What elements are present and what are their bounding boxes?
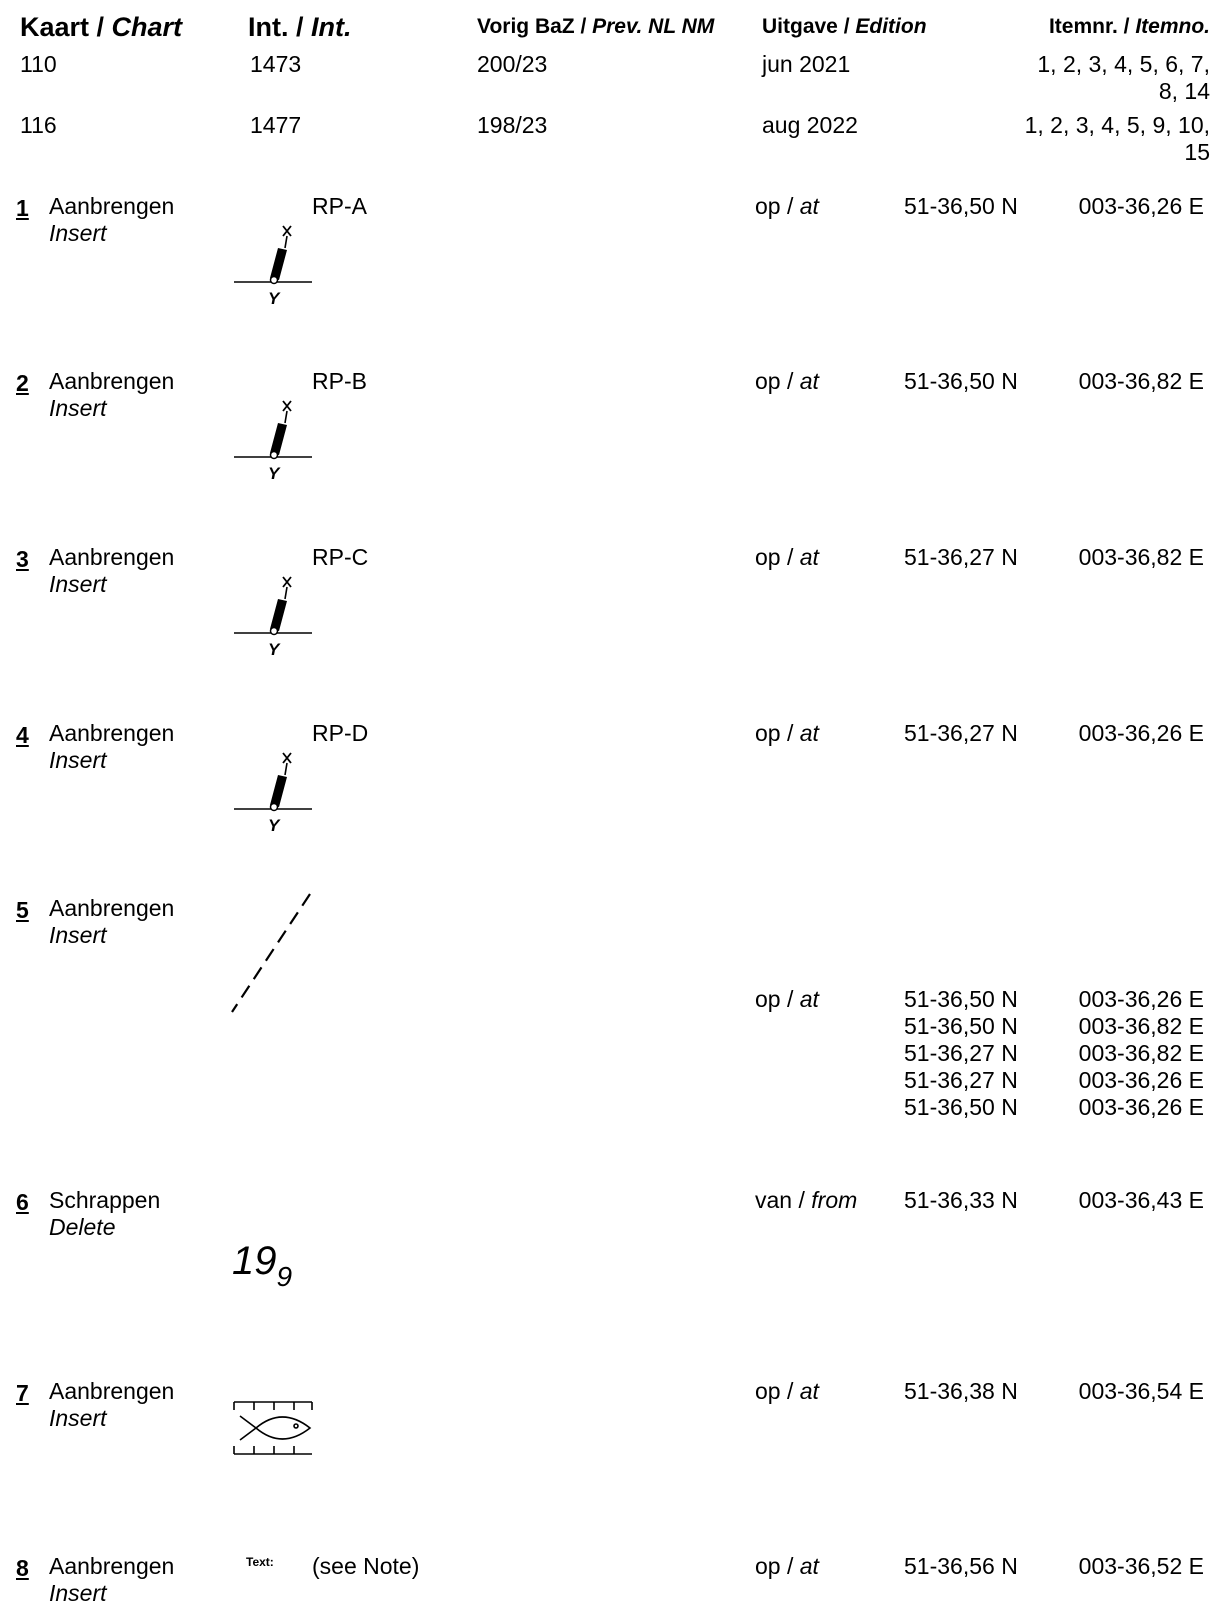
int-number: 1477 bbox=[250, 112, 302, 138]
svg-text:Y: Y bbox=[268, 816, 281, 835]
longitude: 003-36,26 E bbox=[1078, 193, 1204, 219]
header-prev-nm: Vorig BaZ / Prev. NL NM bbox=[477, 15, 715, 38]
object-label: RP-C bbox=[312, 544, 369, 570]
item-number: 6 bbox=[16, 1189, 29, 1215]
header-itemno: Itemnr. / Itemno. bbox=[1048, 15, 1210, 38]
header-edition: Uitgave / Edition bbox=[762, 15, 927, 38]
position-prefix: op / at bbox=[755, 1378, 819, 1404]
svg-text:Y: Y bbox=[268, 289, 281, 308]
header-int: Int. / Int. bbox=[248, 12, 352, 42]
item-action: Aanbrengen Insert bbox=[49, 368, 175, 421]
item-action: Aanbrengen Insert bbox=[49, 1553, 175, 1606]
buoy-icon: Y bbox=[234, 400, 312, 483]
svg-text:Y: Y bbox=[268, 640, 281, 659]
item-number: 1 bbox=[16, 195, 29, 221]
buoy-icon: Y bbox=[234, 576, 312, 659]
item-number: 4 bbox=[16, 722, 29, 748]
edition: aug 2022 bbox=[762, 112, 858, 138]
position-prefix: op / at bbox=[755, 720, 819, 746]
position-prefix: op / at bbox=[755, 544, 819, 570]
latitude: 51-36,50 N bbox=[904, 193, 1018, 219]
item-number: 7 bbox=[16, 1380, 29, 1406]
item-number: 2 bbox=[16, 370, 29, 396]
item-action: Aanbrengen Insert bbox=[49, 720, 175, 773]
item-action: Aanbrengen Insert bbox=[49, 895, 175, 948]
longitude: 003-36,52 E bbox=[1078, 1553, 1204, 1579]
int-number: 1473 bbox=[250, 51, 302, 77]
longitude: 003-36,43 E bbox=[1078, 1187, 1204, 1213]
item-numbers: 1, 2, 3, 4, 5, 6, 7, 8, 14 bbox=[1037, 51, 1210, 104]
buoy-icon: Y bbox=[234, 225, 312, 308]
latitude: 51-36,27 N bbox=[904, 720, 1018, 746]
item-numbers: 1, 2, 3, 4, 5, 9, 10, 15 bbox=[1024, 112, 1210, 165]
item-number: 8 bbox=[16, 1555, 29, 1581]
position-prefix: op / at bbox=[755, 193, 819, 219]
prev-nm: 200/23 bbox=[477, 51, 548, 77]
position-prefix: op / at bbox=[755, 1553, 819, 1579]
latitude: 51-36,50 N bbox=[904, 368, 1018, 394]
item-action: Aanbrengen Insert bbox=[49, 1378, 175, 1431]
object-label: (see Note) bbox=[312, 1553, 420, 1579]
chart-number: 110 bbox=[20, 51, 57, 77]
dashed-line-icon bbox=[231, 893, 311, 1013]
object-label: RP-D bbox=[312, 720, 369, 746]
chart-number: 116 bbox=[20, 112, 57, 138]
item-action: Aanbrengen Insert bbox=[49, 193, 175, 246]
object-label: RP-B bbox=[312, 368, 367, 394]
longitude: 003-36,82 E bbox=[1078, 368, 1204, 394]
latitude: 51-36,33 N bbox=[904, 1187, 1018, 1213]
item-number: 5 bbox=[16, 897, 29, 923]
fish-haven-icon bbox=[233, 1401, 313, 1455]
svg-text:Y: Y bbox=[268, 464, 281, 483]
longitude: 003-36,82 E bbox=[1078, 544, 1204, 570]
position-prefix: van / from bbox=[755, 1187, 858, 1213]
depth-sounding: 199 bbox=[232, 1239, 293, 1292]
latitude: 51-36,38 N bbox=[904, 1378, 1018, 1404]
object-label: RP-A bbox=[312, 193, 367, 219]
header-chart: Kaart / Chart bbox=[20, 12, 183, 42]
prev-nm: 198/23 bbox=[477, 112, 548, 138]
buoy-icon: Y bbox=[234, 752, 312, 835]
latitude-list: 51-36,50 N 51-36,50 N 51-36,27 N 51-36,2… bbox=[904, 986, 1018, 1120]
item-action: Schrappen Delete bbox=[49, 1187, 161, 1240]
longitude: 003-36,54 E bbox=[1078, 1378, 1204, 1404]
position-prefix: op / at bbox=[755, 986, 819, 1012]
item-action: Aanbrengen Insert bbox=[49, 544, 175, 597]
item-number: 3 bbox=[16, 546, 29, 572]
latitude: 51-36,56 N bbox=[904, 1553, 1018, 1579]
latitude: 51-36,27 N bbox=[904, 544, 1018, 570]
edition: jun 2021 bbox=[762, 51, 851, 77]
longitude: 003-36,26 E bbox=[1078, 720, 1204, 746]
text-tag: Text: bbox=[246, 1555, 274, 1569]
longitude-list: 003-36,26 E 003-36,82 E 003-36,82 E 003-… bbox=[1078, 986, 1204, 1120]
position-prefix: op / at bbox=[755, 368, 819, 394]
